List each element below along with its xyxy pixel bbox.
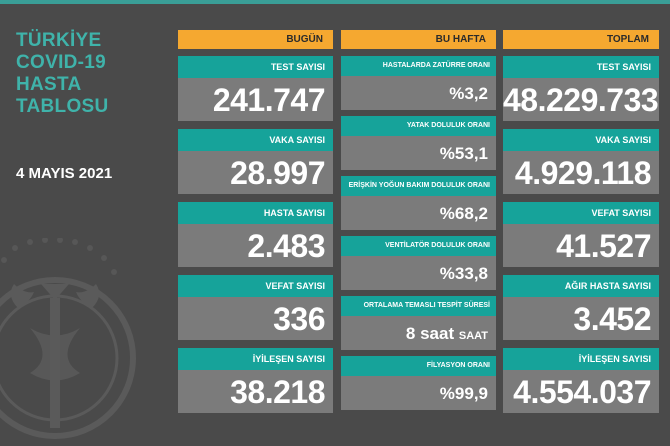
card-value: %68,2 [341,196,496,230]
today-card-deaths: VEFAT SAYISI 336 [178,275,333,340]
total-header: TOPLAM [503,30,659,49]
week-card-bed-occupancy: YATAK DOLULUK ORANI %53,1 [341,116,496,170]
page-title: TÜRKİYE COVID-19 HASTA TABLOSU [16,30,166,118]
card-value: 28.997 [178,151,333,194]
card-label: YATAK DOLULUK ORANI [341,116,496,136]
week-card-filiation: FİLYASYON ORANI %99,9 [341,356,496,410]
total-card-critical: AĞIR HASTA SAYISI 3.452 [503,275,659,340]
today-card-patients: HASTA SAYISI 2.483 [178,202,333,267]
contact-time-value: 8 saat [405,324,455,343]
today-card-tests: TEST SAYISI 241.747 [178,56,333,121]
total-card-recovered: İYİLEŞEN SAYISI 4.554.037 [503,348,659,413]
contact-time-unit: SAAT [458,330,488,342]
card-value: 8 saat SAAT [341,316,496,350]
card-value: %99,9 [341,376,496,410]
card-label: HASTALARDA ZATÜRRE ORANI [341,56,496,76]
card-value: 48.229.733 [503,78,659,121]
card-value: 2.483 [178,224,333,267]
card-label: HASTA SAYISI [178,202,333,224]
card-value: 4.929.118 [503,151,659,194]
week-card-ventilator-occupancy: VENTİLATÖR DOLULUK ORANI %33,8 [341,236,496,290]
card-label: FİLYASYON ORANI [341,356,496,376]
top-accent-line [0,0,670,4]
week-card-contact-time: ORTALAMA TEMASLI TESPİT SÜRESİ 8 saat SA… [341,296,496,350]
card-value: 3.452 [503,297,659,340]
today-card-recovered: İYİLEŞEN SAYISI 38.218 [178,348,333,413]
card-value: 336 [178,297,333,340]
card-label: VEFAT SAYISI [178,275,333,297]
card-value: 38.218 [178,370,333,413]
ministry-emblem-icon [0,238,136,439]
total-card-cases: VAKA SAYISI 4.929.118 [503,129,659,194]
today-column: BUGÜN TEST SAYISI 241.747 VAKA SAYISI 28… [178,30,333,446]
card-label: TEST SAYISI [178,56,333,78]
card-label: ORTALAMA TEMASLI TESPİT SÜRESİ [341,296,496,316]
card-value: 41.527 [503,224,659,267]
card-label: ERİŞKİN YOĞUN BAKIM DOLULUK ORANI [341,176,496,196]
total-card-tests: TEST SAYISI 48.229.733 [503,56,659,121]
card-value: 241.747 [178,78,333,121]
title-line: HASTA [16,74,82,95]
today-header: BUGÜN [178,30,333,49]
week-header: BU HAFTA [341,30,496,49]
title-line: COVID-19 [16,52,107,73]
week-column: BU HAFTA HASTALARDA ZATÜRRE ORANI %3,2 Y… [341,30,496,446]
today-card-cases: VAKA SAYISI 28.997 [178,129,333,194]
card-label: VAKA SAYISI [178,129,333,151]
card-value: %33,8 [341,256,496,290]
report-date: 4 MAYIS 2021 [16,165,113,182]
card-label: AĞIR HASTA SAYISI [503,275,659,297]
card-value: %53,1 [341,136,496,170]
card-label: TEST SAYISI [503,56,659,78]
title-line: TABLOSU [16,96,109,117]
card-label: VAKA SAYISI [503,129,659,151]
card-label: VENTİLATÖR DOLULUK ORANI [341,236,496,256]
total-card-deaths: VEFAT SAYISI 41.527 [503,202,659,267]
card-label: İYİLEŞEN SAYISI [178,348,333,370]
card-label: İYİLEŞEN SAYISI [503,348,659,370]
total-column: TOPLAM TEST SAYISI 48.229.733 VAKA SAYIS… [503,30,659,446]
card-label: VEFAT SAYISI [503,202,659,224]
card-value: %3,2 [341,76,496,110]
week-card-pneumonia: HASTALARDA ZATÜRRE ORANI %3,2 [341,56,496,110]
week-card-icu-occupancy: ERİŞKİN YOĞUN BAKIM DOLULUK ORANI %68,2 [341,176,496,230]
title-line: TÜRKİYE [16,30,102,51]
card-value: 4.554.037 [503,370,659,413]
